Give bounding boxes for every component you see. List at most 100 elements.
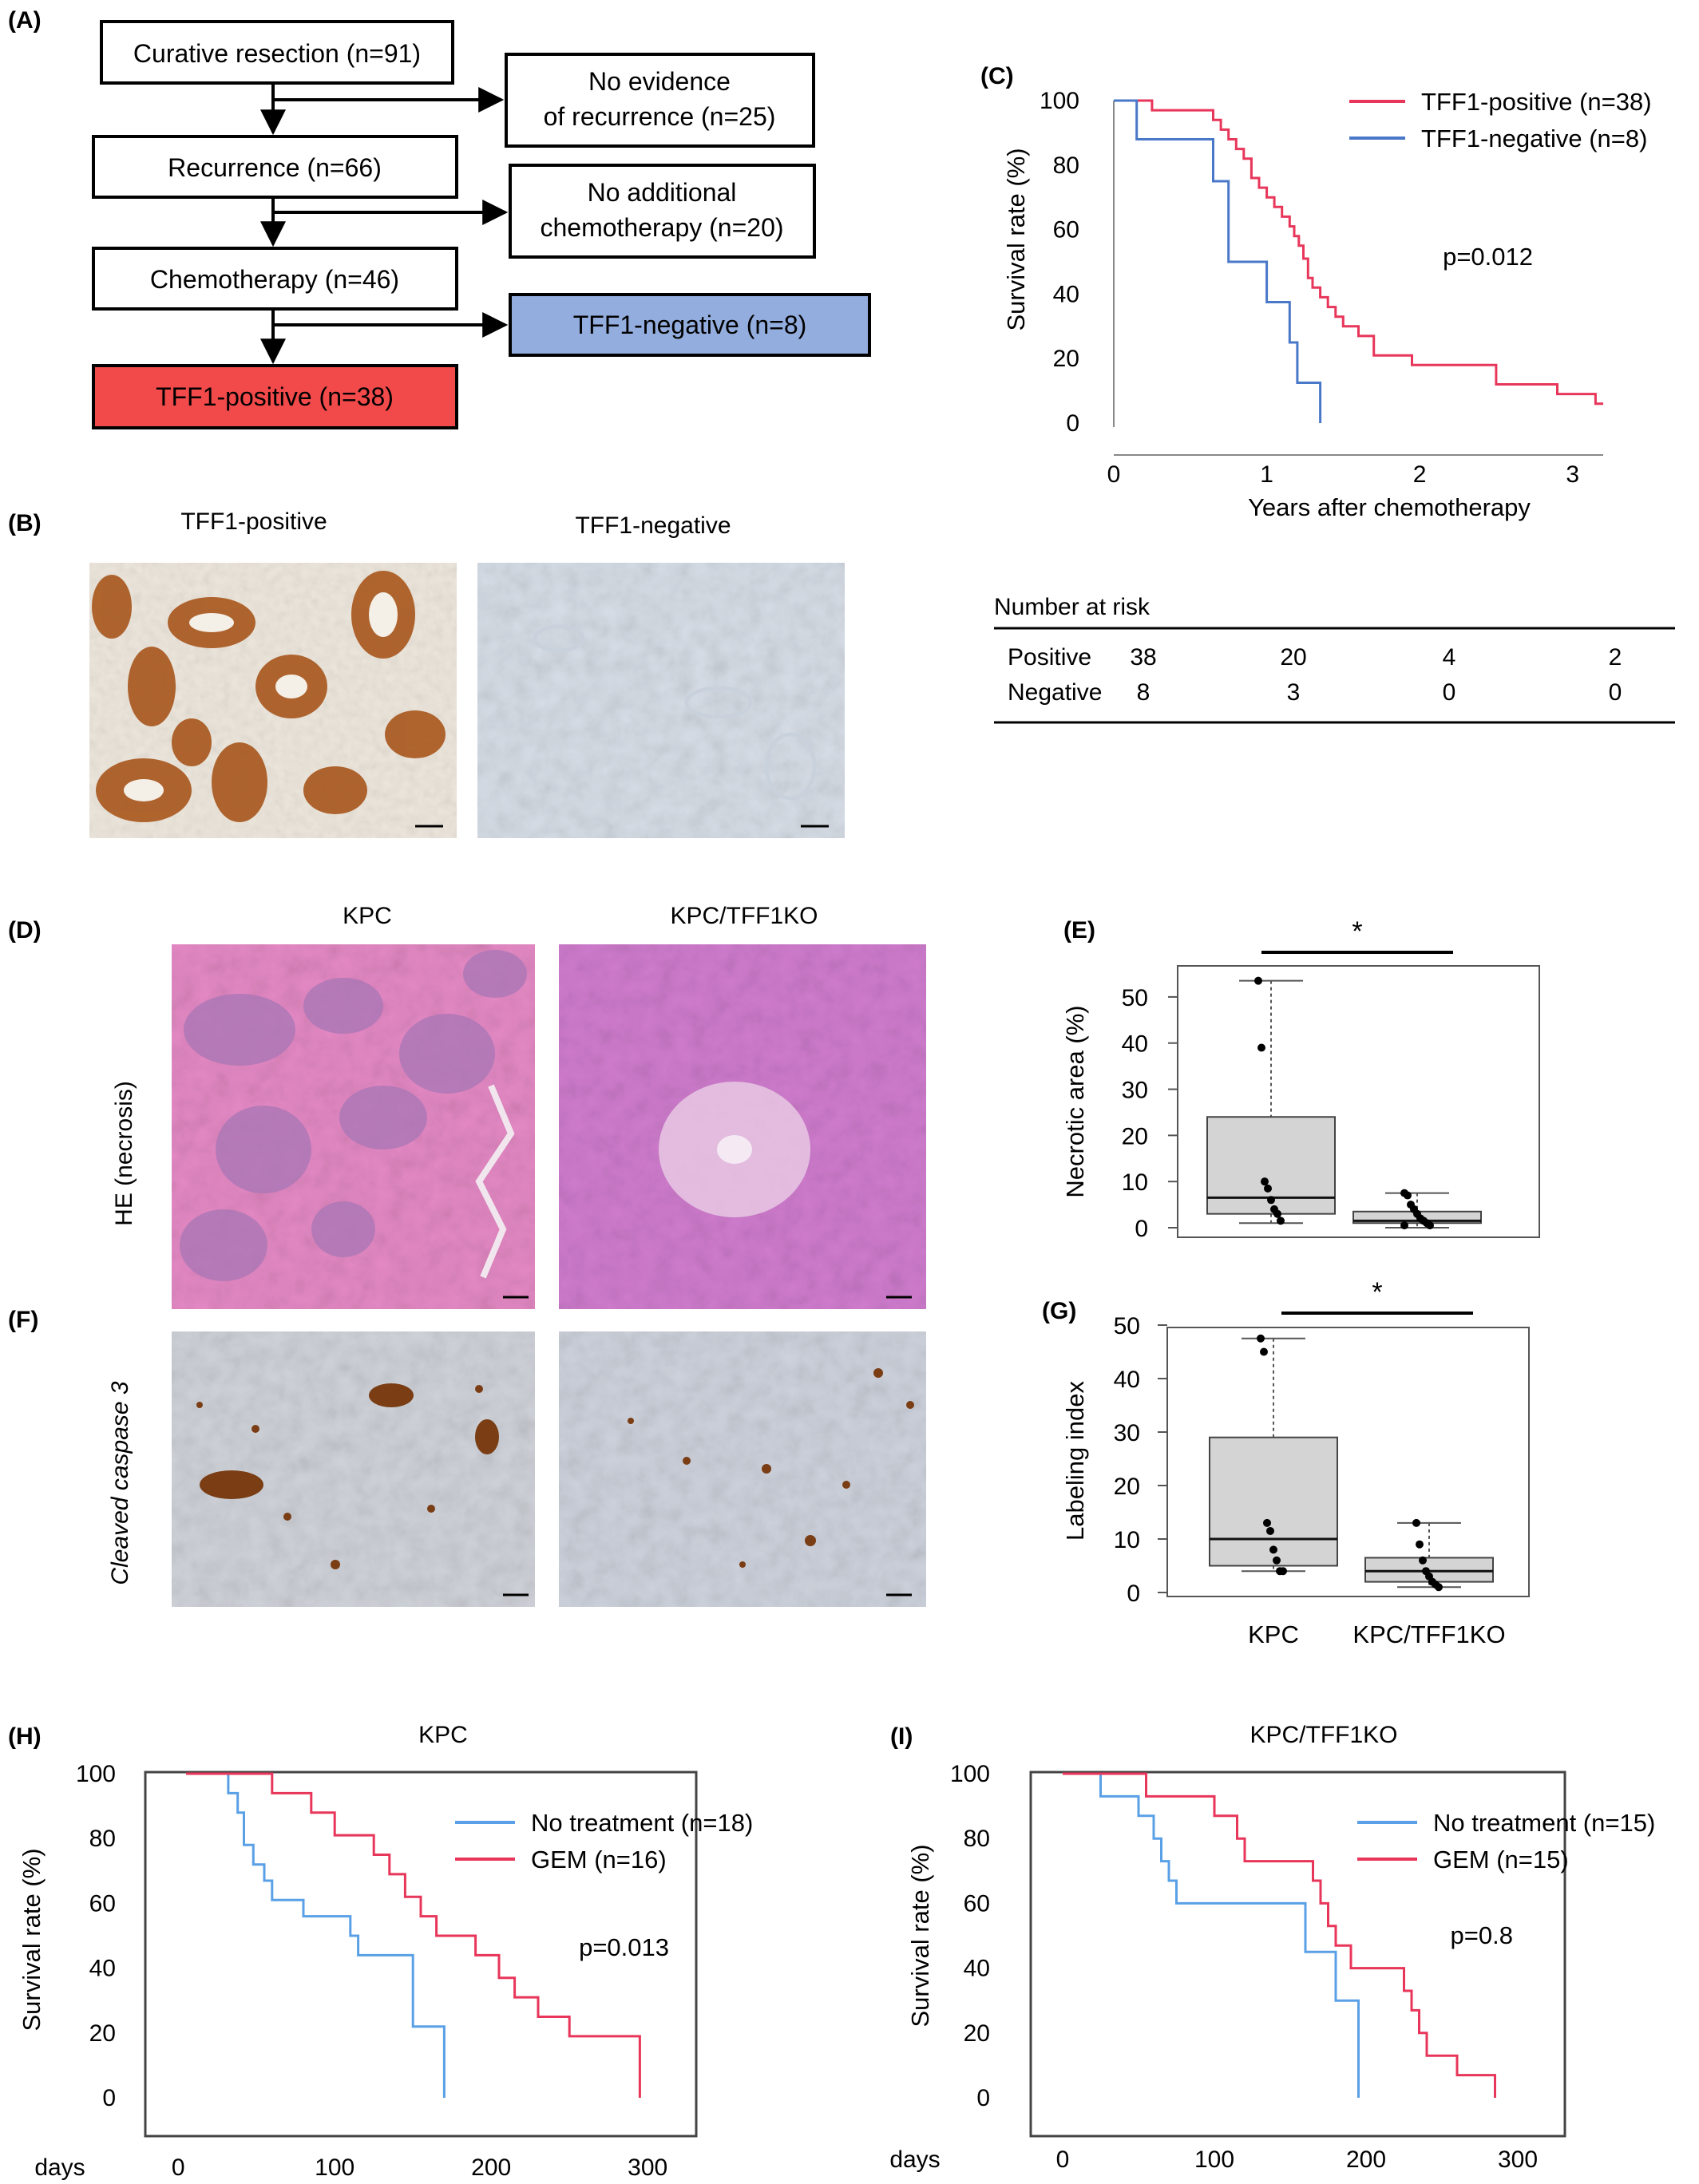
kpc-tff1ko-he-image xyxy=(559,944,926,1309)
chart-title: KPC xyxy=(418,1722,468,1748)
box-curative-resection-label: Curative resection (n=91) xyxy=(133,39,421,68)
box-no-evidence xyxy=(505,53,815,148)
data-point xyxy=(1257,1334,1265,1343)
chart-title: KPC/TFF1KO xyxy=(1249,1722,1397,1748)
box-recurrence xyxy=(92,135,458,199)
y-tick-label: 0 xyxy=(1127,1581,1140,1607)
significance-asterisk: * xyxy=(1372,1277,1382,1308)
y-tick-label: 0 xyxy=(1135,1216,1148,1242)
significance-asterisk: * xyxy=(1352,916,1362,947)
risk-row-negative-label: Negative xyxy=(1008,679,1102,706)
panel-c-survival-chart: (C) 0 20 40 60 80 100 0 1 2 3 TFF1-positive (n=38)… xyxy=(980,63,1652,521)
y-axis-label: Survival rate (%) xyxy=(18,1848,46,2031)
histology-d-col-right: KPC/TFF1KO xyxy=(670,903,818,929)
panel-label-i: (I) xyxy=(890,1723,913,1750)
y-tick-label: 20 xyxy=(1114,1474,1140,1500)
risk-cell: 20 xyxy=(1280,644,1306,671)
y-tick-label: 60 xyxy=(964,1890,990,1917)
x-tick-label: 200 xyxy=(471,2154,511,2181)
box-no-evidence-line2: of recurrence (n=25) xyxy=(544,102,776,131)
x-axis-label: days xyxy=(34,2154,85,2181)
x-axis-label: Years after chemotherapy xyxy=(1248,493,1531,521)
x-tick-label: 0 xyxy=(1107,461,1121,488)
kpc-he-image xyxy=(172,944,535,1309)
legend-entry: GEM (n=15) xyxy=(1433,1846,1569,1873)
y-tick-label: 50 xyxy=(1122,985,1148,1011)
y-tick-label: 40 xyxy=(1053,281,1079,307)
risk-cell: 0 xyxy=(1443,679,1456,706)
x-tick-label: 100 xyxy=(315,2154,354,2181)
survival-curve-a xyxy=(1114,99,1603,406)
risk-cell: 0 xyxy=(1609,679,1622,706)
y-tick-label: 40 xyxy=(964,1956,990,1982)
panel-h-survival-chart: (H) 0 20 40 60 80 100 0 100 200 300 No treatment (… xyxy=(8,1722,753,2181)
histology-b-right-label: TFF1-negative xyxy=(575,512,731,539)
risk-table-title: Number at risk xyxy=(994,594,1150,620)
data-point xyxy=(1416,1540,1424,1549)
survival-curve-a xyxy=(1063,1772,1360,2098)
data-point xyxy=(1267,1196,1275,1205)
risk-cell: 2 xyxy=(1609,644,1622,671)
survival-curve-b xyxy=(186,1772,641,2098)
box-no-evidence-line1: No evidence xyxy=(588,67,731,96)
y-axis-label: Survival rate (%) xyxy=(906,1844,934,2027)
y-tick-label: 100 xyxy=(76,1761,116,1787)
y-axis-label: Labeling index xyxy=(1061,1381,1089,1541)
panel-label-d: (D) xyxy=(8,917,42,944)
data-point xyxy=(1273,1556,1281,1565)
panel-a-flowchart: (A) Curative resection (n=91) No evidenc… xyxy=(8,7,871,429)
legend-entry: TFF1-positive (n=38) xyxy=(1421,88,1652,116)
p-value-annotation: p=0.013 xyxy=(579,1933,669,1961)
y-axis-label: Necrotic area (%) xyxy=(1061,1005,1089,1197)
y-axis-label: Survival rate (%) xyxy=(1002,148,1030,330)
data-point xyxy=(1419,1556,1427,1565)
y-tick-label: 0 xyxy=(102,2085,116,2111)
box-tff1-negative-label: TFF1-negative (n=8) xyxy=(573,311,807,339)
kpc-tff1ko-caspase-image xyxy=(559,1331,926,1607)
x-tick-label: 2 xyxy=(1413,461,1427,488)
p-value-annotation: p=0.012 xyxy=(1443,243,1533,271)
panel-label-e: (E) xyxy=(1063,917,1095,944)
y-tick-label: 0 xyxy=(976,2085,990,2111)
panel-label-f: (F) xyxy=(8,1307,38,1333)
box-curative-resection xyxy=(100,20,454,85)
x-tick-label: 300 xyxy=(1498,2146,1538,2173)
data-point xyxy=(1435,1583,1443,1592)
histology-f-row-label: Cleaved caspase 3 xyxy=(107,1381,133,1585)
box-no-chemo xyxy=(509,164,816,259)
plot-frame xyxy=(1029,1771,1566,2138)
x-axis-label: days xyxy=(889,2146,940,2173)
panel-label-h: (H) xyxy=(8,1723,42,1750)
data-point xyxy=(1273,1209,1281,1218)
legend-entry: TFF1-negative (n=8) xyxy=(1421,125,1647,152)
y-tick-label: 60 xyxy=(1053,217,1079,243)
risk-cell: 38 xyxy=(1130,644,1156,671)
y-tick-label: 100 xyxy=(1040,88,1079,114)
y-tick-label: 30 xyxy=(1122,1078,1148,1104)
data-point xyxy=(1254,976,1262,985)
panel-label-g: (G) xyxy=(1042,1298,1076,1324)
data-point xyxy=(1412,1518,1420,1527)
y-tick-label: 10 xyxy=(1114,1527,1140,1553)
y-tick-label: 20 xyxy=(1122,1123,1148,1149)
data-point xyxy=(1266,1526,1274,1535)
tff1-positive-stain-image xyxy=(89,563,457,838)
histology-d-col-left: KPC xyxy=(343,903,392,929)
y-tick-label: 20 xyxy=(89,2020,116,2047)
box-chemotherapy-label: Chemotherapy (n=46) xyxy=(150,265,399,294)
y-tick-label: 100 xyxy=(950,1761,990,1787)
panel-b-histology: (B) TFF1-positive TFF1-negative xyxy=(8,508,845,838)
y-tick-label: 30 xyxy=(1114,1420,1140,1446)
x-tick-label: 0 xyxy=(1056,2146,1070,2173)
y-tick-label: 50 xyxy=(1114,1313,1140,1339)
plot-frame xyxy=(144,1771,698,2138)
x-tick-label: 200 xyxy=(1346,2146,1386,2173)
box-no-chemo-line2: chemotherapy (n=20) xyxy=(540,213,783,242)
y-tick-label: 80 xyxy=(89,1826,116,1852)
data-point xyxy=(1269,1545,1277,1554)
data-point xyxy=(1263,1518,1271,1527)
y-tick-label: 60 xyxy=(89,1890,116,1917)
risk-row-positive-label: Positive xyxy=(1008,644,1091,671)
panel-g-boxplot: (G) 0 10 20 30 40 50 KPC KPC/TFF1KO * Labeling in… xyxy=(1042,1277,1530,1648)
